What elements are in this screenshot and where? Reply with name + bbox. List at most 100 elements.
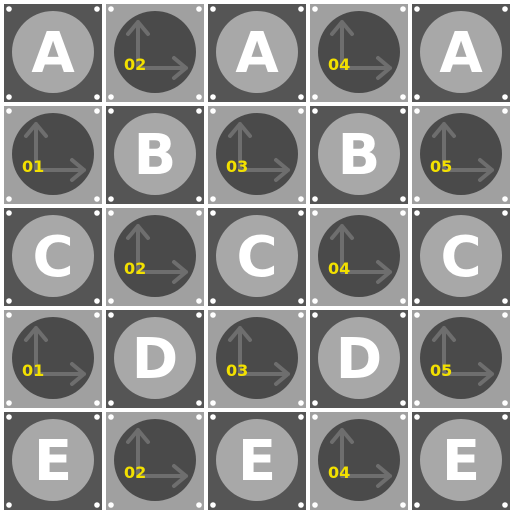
corner-dot <box>414 210 420 216</box>
axis-arrow-icon <box>432 326 494 386</box>
letter-tile[interactable]: B <box>310 106 408 204</box>
number-tile[interactable]: 02 <box>106 412 204 510</box>
tile-letter: A <box>31 21 75 86</box>
letter-tile[interactable]: A <box>412 4 510 102</box>
corner-dot <box>414 400 420 406</box>
corner-dot <box>312 400 318 406</box>
tile-letter: A <box>235 21 279 86</box>
axis-arrow-icon <box>432 122 494 182</box>
tile-graphic: A <box>210 6 304 100</box>
corner-dot <box>312 196 318 202</box>
letter-tile[interactable]: B <box>106 106 204 204</box>
tile-letter: D <box>132 327 178 392</box>
tile-graphic: 04 <box>312 414 406 508</box>
number-tile[interactable]: 04 <box>310 412 408 510</box>
number-tile[interactable]: 02 <box>106 208 204 306</box>
corner-dot <box>312 298 318 304</box>
corner-dot <box>414 196 420 202</box>
corner-dot <box>414 312 420 318</box>
corner-dot <box>108 312 114 318</box>
corner-dot <box>298 94 304 100</box>
letter-tile[interactable]: A <box>4 4 102 102</box>
corner-dot <box>196 298 202 304</box>
tile-disc <box>318 215 400 297</box>
tile-graphic: E <box>6 414 100 508</box>
corner-dot <box>196 108 202 114</box>
tile-graphic: 02 <box>108 210 202 304</box>
corner-dot <box>210 108 216 114</box>
corner-dot <box>108 210 114 216</box>
corner-dot <box>400 6 406 12</box>
corner-dot <box>502 400 508 406</box>
corner-dot <box>6 94 12 100</box>
letter-tile[interactable]: D <box>106 310 204 408</box>
letter-tile[interactable]: C <box>208 208 306 306</box>
corner-dot <box>502 502 508 508</box>
corner-dot <box>6 6 12 12</box>
corner-dot <box>210 196 216 202</box>
tile-graphic: 03 <box>210 108 304 202</box>
tile-graphic: 02 <box>108 414 202 508</box>
number-tile[interactable]: 02 <box>106 4 204 102</box>
corner-dot <box>298 298 304 304</box>
number-tile[interactable]: 03 <box>208 310 306 408</box>
tile-number: 02 <box>124 259 146 278</box>
number-tile[interactable]: 01 <box>4 106 102 204</box>
corner-dot <box>196 196 202 202</box>
letter-tile[interactable]: C <box>412 208 510 306</box>
axis-arrow-icon <box>330 428 392 488</box>
corner-dot <box>502 414 508 420</box>
corner-dot <box>6 414 12 420</box>
corner-dot <box>502 298 508 304</box>
number-tile[interactable]: 05 <box>412 310 510 408</box>
axis-arrow-icon <box>228 122 290 182</box>
corner-dot <box>94 196 100 202</box>
tile-graphic: C <box>210 210 304 304</box>
corner-dot <box>312 94 318 100</box>
letter-tile[interactable]: E <box>208 412 306 510</box>
tile-number: 02 <box>124 463 146 482</box>
corner-dot <box>298 108 304 114</box>
corner-dot <box>196 414 202 420</box>
corner-dot <box>312 502 318 508</box>
tile-letter: E <box>442 429 480 494</box>
number-tile[interactable]: 04 <box>310 208 408 306</box>
number-tile[interactable]: 01 <box>4 310 102 408</box>
corner-dot <box>108 502 114 508</box>
tile-letter: B <box>134 123 177 188</box>
letter-tile[interactable]: D <box>310 310 408 408</box>
letter-tile[interactable]: C <box>4 208 102 306</box>
tile-graphic: D <box>108 312 202 406</box>
corner-dot <box>94 298 100 304</box>
corner-dot <box>502 312 508 318</box>
number-tile[interactable]: 05 <box>412 106 510 204</box>
corner-dot <box>414 108 420 114</box>
number-tile[interactable]: 03 <box>208 106 306 204</box>
tile-letter: C <box>32 225 73 290</box>
axis-arrow-icon <box>126 20 188 80</box>
tile-disc <box>420 113 502 195</box>
corner-dot <box>414 502 420 508</box>
corner-dot <box>298 196 304 202</box>
tile-graphic: B <box>108 108 202 202</box>
corner-dot <box>196 312 202 318</box>
tile-graphic: C <box>414 210 508 304</box>
tile-disc <box>318 317 400 399</box>
corner-dot <box>400 312 406 318</box>
tile-number: 05 <box>430 157 452 176</box>
axis-arrow-icon <box>24 326 86 386</box>
corner-dot <box>414 94 420 100</box>
corner-dot <box>6 210 12 216</box>
tile-graphic: C <box>6 210 100 304</box>
tile-letter: B <box>338 123 381 188</box>
tile-number: 02 <box>124 55 146 74</box>
corner-dot <box>312 210 318 216</box>
letter-tile[interactable]: E <box>4 412 102 510</box>
letter-tile[interactable]: E <box>412 412 510 510</box>
number-tile[interactable]: 04 <box>310 4 408 102</box>
corner-dot <box>210 210 216 216</box>
tile-graphic: E <box>414 414 508 508</box>
letter-tile[interactable]: A <box>208 4 306 102</box>
corner-dot <box>312 6 318 12</box>
corner-dot <box>94 414 100 420</box>
